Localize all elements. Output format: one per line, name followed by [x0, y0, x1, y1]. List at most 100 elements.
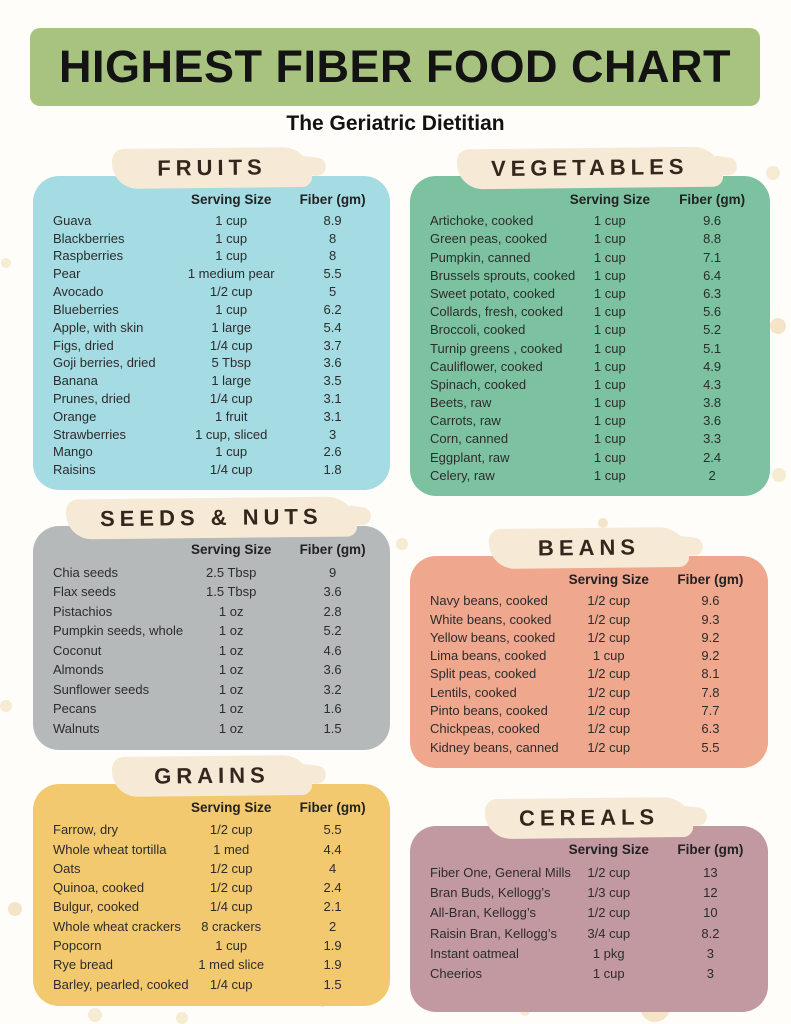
- cell-food-name: Carrots, raw: [430, 413, 501, 429]
- table-row: Popcorn 1 cup 1.9: [53, 938, 380, 954]
- section-fruits: FRUITS Serving Size Fiber (gm) Guava 1 cu…: [33, 146, 390, 490]
- cell-food-name: Pinto beans, cooked: [430, 703, 548, 719]
- cell-fiber-grams: 2: [328, 918, 337, 934]
- splatter-dot: [772, 468, 786, 482]
- cell-fiber-grams: 8.1: [701, 666, 720, 682]
- table-row: Prunes, dried 1/4 cup 3.1: [53, 391, 380, 407]
- cell-fiber-grams: 4.3: [703, 376, 722, 392]
- splatter-dot: [766, 166, 780, 180]
- table-row: Eggplant, raw 1 cup 2.4: [430, 450, 760, 466]
- cell-food-name: Pistachios: [53, 603, 113, 619]
- table-row: Apple, with skin 1 large 5.4: [53, 320, 380, 336]
- table-row: Pinto beans, cooked 1/2 cup 7.7: [430, 703, 758, 719]
- fiber-header: Fiber (gm): [677, 842, 744, 857]
- cell-food-name: Spinach, cooked: [430, 376, 527, 392]
- cell-fiber-grams: 4.4: [323, 841, 342, 857]
- table-row: Pumpkin seeds, whole 1 oz 5.2: [53, 623, 380, 639]
- cell-serving-size: 1 cup: [593, 340, 626, 356]
- cell-food-name: Chickpeas, cooked: [430, 721, 540, 737]
- cell-food-name: Blackberries: [53, 230, 125, 246]
- cell-serving-size: 1 pkg: [592, 945, 625, 961]
- table-row: Artichoke, cooked 1 cup 9.6: [430, 213, 760, 229]
- table-row: Banana 1 large 3.5: [53, 373, 380, 389]
- section-grains: GRAINS Serving Size Fiber (gm) Farrow, d…: [33, 754, 390, 1006]
- splatter-dot: [396, 538, 408, 550]
- table-row: Celery, raw 1 cup 2: [430, 468, 760, 484]
- cell-fiber-grams: 8.9: [323, 212, 342, 228]
- cell-fiber-grams: 2.6: [323, 444, 342, 460]
- cell-serving-size: 1/2 cup: [587, 684, 631, 700]
- seeds-nuts-rows: Chia seeds 2.5 Tbsp 9 Flax seeds 1.5 Tbsp 3.6…: [53, 561, 380, 740]
- table-row: Raisins 1/4 cup 1.8: [53, 462, 380, 478]
- table-row: Rye bread 1 med slice 1.9: [53, 957, 380, 973]
- splatter-dot: [88, 1008, 102, 1022]
- cell-serving-size: 1 cup: [593, 358, 626, 374]
- cell-serving-size: 1/2 cup: [587, 865, 631, 881]
- table-row: Kidney beans, canned 1/2 cup 5.5: [430, 740, 758, 756]
- cell-fiber-grams: 3: [706, 965, 715, 981]
- cell-food-name: Cauliflower, cooked: [430, 358, 543, 374]
- table-row: Orange 1 fruit 3.1: [53, 409, 380, 425]
- cell-fiber-grams: 8: [328, 230, 337, 246]
- serving-size-header: Serving Size: [191, 192, 272, 207]
- cell-serving-size: 1/2 cup: [209, 822, 253, 838]
- table-row: Quinoa, cooked 1/2 cup 2.4: [53, 880, 380, 896]
- table-header: Serving Size Fiber (gm): [430, 572, 758, 587]
- cell-food-name: Barley, pearled, cooked: [53, 976, 189, 992]
- cell-fiber-grams: 8: [328, 248, 337, 264]
- cell-fiber-grams: 5: [328, 284, 337, 300]
- cell-food-name: Pecans: [53, 701, 97, 716]
- cell-food-name: Walnuts: [53, 720, 100, 736]
- table-header: Serving Size Fiber (gm): [430, 842, 758, 857]
- fiber-header: Fiber (gm): [679, 192, 746, 207]
- cell-serving-size: 1 oz: [218, 603, 244, 619]
- cell-food-name: Flax seeds: [53, 584, 116, 599]
- cell-serving-size: 1 cup: [593, 304, 626, 320]
- cell-serving-size: 1/2 cup: [587, 739, 631, 755]
- section-title: VEGETABLES: [491, 153, 689, 182]
- cell-food-name: Raisins: [53, 462, 96, 478]
- header-spacer: [430, 572, 555, 587]
- cell-fiber-grams: 5.4: [323, 319, 342, 335]
- table-row: Corn, canned 1 cup 3.3: [430, 431, 760, 447]
- cell-serving-size: 1 cup: [215, 301, 248, 317]
- header-spacer: [53, 542, 177, 557]
- vegetables-panel: Serving Size Fiber (gm) Artichoke, cooke…: [410, 176, 770, 496]
- table-row: Raspberries 1 cup 8: [53, 248, 380, 264]
- section-label-seeds-nuts: SEEDS & NUTS: [66, 496, 357, 540]
- cell-serving-size: 1 cup: [215, 938, 248, 954]
- cell-food-name: Yellow beans, cooked: [430, 629, 556, 645]
- cell-fiber-grams: 5.5: [701, 739, 720, 755]
- table-row: Goji berries, dried 5 Tbsp 3.6: [53, 355, 380, 371]
- table-row: Bran Buds, Kellogg’s 1/3 cup 12: [430, 885, 758, 901]
- cell-fiber-grams: 3.7: [323, 337, 342, 353]
- cell-food-name: Brussels sprouts, cooked: [430, 267, 576, 283]
- cell-food-name: Figs, dried: [53, 337, 114, 353]
- cell-fiber-grams: 5.5: [323, 822, 342, 838]
- cell-serving-size: 1 oz: [218, 662, 244, 677]
- table-row: Instant oatmeal 1 pkg 3: [430, 946, 758, 962]
- cell-fiber-grams: 3.2: [323, 681, 342, 697]
- cell-fiber-grams: 1.8: [323, 462, 342, 478]
- cell-fiber-grams: 6.4: [703, 267, 722, 283]
- splatter-dot: [598, 518, 608, 528]
- cell-serving-size: 1 med: [213, 841, 250, 857]
- cell-serving-size: 1/2 cup: [209, 860, 253, 876]
- section-seeds-nuts: SEEDS & NUTS Serving Size Fiber (gm) Chi…: [33, 496, 390, 750]
- cell-food-name: Guava: [53, 212, 92, 228]
- table-row: Blueberries 1 cup 6.2: [53, 302, 380, 318]
- cell-fiber-grams: 3.5: [323, 373, 342, 389]
- cell-serving-size: 1 cup: [593, 231, 626, 247]
- serving-size-header: Serving Size: [569, 192, 650, 207]
- cell-fiber-grams: 3: [328, 426, 337, 442]
- cell-food-name: Pear: [53, 266, 81, 282]
- table-row: Pear 1 medium pear 5.5: [53, 266, 380, 282]
- cell-fiber-grams: 5.2: [703, 322, 722, 338]
- cell-food-name: All-Bran, Kellogg’s: [430, 905, 536, 921]
- cell-fiber-grams: 10: [703, 905, 718, 921]
- cell-serving-size: 1 cup: [593, 267, 626, 283]
- cell-food-name: Raisin Bran, Kellogg’s: [430, 925, 557, 941]
- table-row: Pistachios 1 oz 2.8: [53, 604, 380, 620]
- fruits-rows: Guava 1 cup 8.9 Blackberries 1 cup 8 Raspberri…: [53, 211, 380, 480]
